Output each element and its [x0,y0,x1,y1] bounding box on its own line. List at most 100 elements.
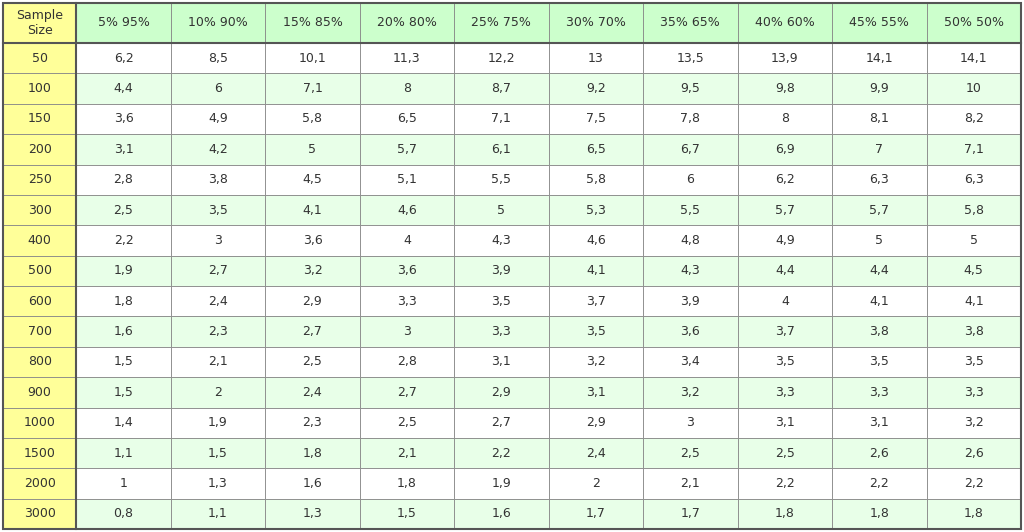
Text: 5: 5 [970,234,978,247]
Bar [359,286,455,317]
Text: 2,3: 2,3 [208,325,228,338]
Text: 2,4: 2,4 [586,446,606,460]
Text: 900: 900 [28,386,51,399]
Bar [455,255,549,286]
Bar [737,3,833,43]
Text: 2,1: 2,1 [397,446,417,460]
Bar [77,104,171,134]
Text: 2,2: 2,2 [869,477,889,490]
Bar [549,104,643,134]
Text: 4,1: 4,1 [303,204,323,217]
Text: 1,9: 1,9 [492,477,511,490]
Text: 2,2: 2,2 [492,446,511,460]
Bar [359,104,455,134]
Text: 3: 3 [403,325,411,338]
Text: 3,8: 3,8 [964,325,984,338]
Text: 400: 400 [28,234,51,247]
Bar [77,255,171,286]
Bar [833,498,927,529]
Text: 2,2: 2,2 [775,477,795,490]
Text: 1,3: 1,3 [208,477,228,490]
Bar [927,255,1021,286]
Text: 2,3: 2,3 [303,416,323,429]
Text: 5,8: 5,8 [302,112,323,126]
Text: 3,6: 3,6 [114,112,133,126]
Text: 6,2: 6,2 [114,52,133,65]
Text: 5,7: 5,7 [397,143,417,156]
Bar [833,468,927,498]
Bar [265,104,359,134]
Text: 5,3: 5,3 [586,204,606,217]
Bar [833,134,927,164]
Text: 6,7: 6,7 [680,143,700,156]
Text: 1,8: 1,8 [397,477,417,490]
Text: 13: 13 [588,52,604,65]
Bar [643,195,737,225]
Text: 2,8: 2,8 [114,173,133,186]
Bar [171,43,265,73]
Bar [927,43,1021,73]
Bar [737,134,833,164]
Text: 10: 10 [966,82,982,95]
Bar [265,134,359,164]
Text: 3,3: 3,3 [492,325,511,338]
Text: 2,8: 2,8 [397,355,417,369]
Bar [549,134,643,164]
Bar [455,468,549,498]
Bar [455,3,549,43]
Text: 4: 4 [403,234,411,247]
Text: 20% 80%: 20% 80% [377,16,437,29]
Bar [927,377,1021,408]
Text: 45% 55%: 45% 55% [849,16,909,29]
Bar [455,317,549,347]
Bar [3,73,77,104]
Bar [77,3,171,43]
Bar [265,347,359,377]
Text: 9,5: 9,5 [680,82,700,95]
Text: 3,1: 3,1 [114,143,133,156]
Bar [3,377,77,408]
Text: 4,3: 4,3 [492,234,511,247]
Bar [455,347,549,377]
Bar [927,286,1021,317]
Text: 6,9: 6,9 [775,143,795,156]
Bar [359,438,455,468]
Bar [549,347,643,377]
Text: 8,1: 8,1 [869,112,889,126]
Bar [927,225,1021,255]
Bar [549,73,643,104]
Text: 2,9: 2,9 [492,386,511,399]
Bar [265,408,359,438]
Bar [359,408,455,438]
Text: 3,5: 3,5 [775,355,795,369]
Text: 3,5: 3,5 [964,355,984,369]
Bar [77,195,171,225]
Bar [549,286,643,317]
Bar [171,104,265,134]
Text: 1,5: 1,5 [114,355,133,369]
Text: 6,1: 6,1 [492,143,511,156]
Text: 35% 65%: 35% 65% [660,16,720,29]
Text: 1,5: 1,5 [114,386,133,399]
Bar [455,377,549,408]
Bar [3,3,77,43]
Bar [171,377,265,408]
Bar [643,225,737,255]
Text: 6,3: 6,3 [869,173,889,186]
Text: 5,7: 5,7 [775,204,795,217]
Text: 3,3: 3,3 [397,295,417,307]
Bar [265,73,359,104]
Text: 50: 50 [32,52,48,65]
Text: 2,5: 2,5 [680,446,700,460]
Bar [737,73,833,104]
Bar [265,498,359,529]
Text: 4,2: 4,2 [208,143,228,156]
Bar [77,347,171,377]
Text: 3,6: 3,6 [681,325,700,338]
Text: 3,7: 3,7 [586,295,606,307]
Text: 2,6: 2,6 [869,446,889,460]
Text: 1,6: 1,6 [303,477,323,490]
Bar [927,195,1021,225]
Bar [359,73,455,104]
Bar [737,377,833,408]
